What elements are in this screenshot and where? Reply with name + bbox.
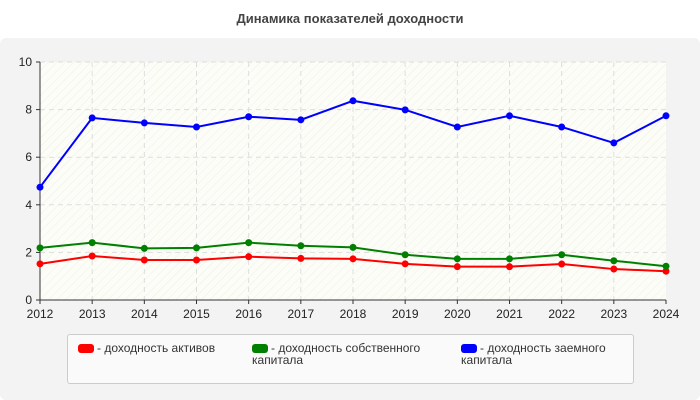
data-point xyxy=(610,257,618,265)
x-tick-label: 2023 xyxy=(600,307,627,321)
legend: - доходность активов - доходность собств… xyxy=(67,334,634,384)
y-tick-label: 8 xyxy=(25,103,32,117)
data-point xyxy=(558,123,566,131)
legend-swatch xyxy=(461,344,477,353)
data-point xyxy=(297,254,305,262)
y-tick-label: 4 xyxy=(25,198,32,212)
data-point xyxy=(349,243,357,251)
x-tick-label: 2013 xyxy=(79,307,106,321)
data-point xyxy=(88,114,96,122)
data-point xyxy=(36,260,44,268)
y-tick-label: 2 xyxy=(25,245,32,259)
data-point xyxy=(88,252,96,260)
data-point xyxy=(36,183,44,191)
data-point xyxy=(558,260,566,268)
data-point xyxy=(662,262,670,270)
x-tick-label: 2024 xyxy=(653,307,680,321)
x-tick-label: 2014 xyxy=(131,307,158,321)
legend-swatch xyxy=(252,344,268,353)
legend-item-assets: - доходность активов xyxy=(78,342,248,354)
data-point xyxy=(610,139,618,147)
x-tick-label: 2022 xyxy=(548,307,575,321)
data-point xyxy=(193,244,200,252)
data-point xyxy=(401,251,409,259)
x-tick-label: 2016 xyxy=(235,307,262,321)
data-point xyxy=(349,255,357,263)
data-point xyxy=(140,119,148,127)
data-point xyxy=(88,239,96,247)
data-point xyxy=(558,251,566,259)
data-point xyxy=(662,112,670,120)
x-tick-label: 2021 xyxy=(496,307,523,321)
data-point xyxy=(297,116,305,124)
data-point xyxy=(245,113,253,121)
x-tick-label: 2017 xyxy=(287,307,314,321)
data-point xyxy=(453,255,461,263)
y-tick-label: 6 xyxy=(25,150,32,164)
legend-item-debt: - доходность заемного капитала xyxy=(461,342,631,366)
legend-label: - доходность активов xyxy=(97,341,216,355)
data-point xyxy=(349,97,357,105)
data-point xyxy=(193,256,200,264)
data-point xyxy=(140,256,148,264)
data-point xyxy=(245,239,253,247)
y-tick-label: 10 xyxy=(19,55,33,69)
x-tick-label: 2019 xyxy=(392,307,419,321)
x-tick-label: 2015 xyxy=(183,307,210,321)
x-tick-label: 2012 xyxy=(27,307,54,321)
data-point xyxy=(140,244,148,252)
y-tick-label: 0 xyxy=(25,293,32,307)
data-point xyxy=(453,263,461,271)
data-point xyxy=(401,106,409,114)
data-point xyxy=(297,242,305,250)
data-point xyxy=(506,263,513,271)
legend-swatch xyxy=(78,344,94,353)
data-point xyxy=(193,123,200,131)
data-point xyxy=(401,260,409,268)
data-point xyxy=(453,123,461,131)
data-point xyxy=(506,255,513,263)
legend-label: - доходность собственного капитала xyxy=(252,341,421,367)
data-point xyxy=(506,112,513,120)
legend-label: - доходность заемного капитала xyxy=(461,341,606,367)
data-point xyxy=(245,253,253,261)
chart-title: Динамика показателей доходности xyxy=(236,11,464,26)
x-tick-label: 2020 xyxy=(444,307,471,321)
legend-item-equity: - доходность собственного капитала xyxy=(252,342,452,366)
data-point xyxy=(610,265,618,273)
data-point xyxy=(662,267,670,275)
x-tick-label: 2018 xyxy=(340,307,367,321)
data-point xyxy=(36,244,44,252)
